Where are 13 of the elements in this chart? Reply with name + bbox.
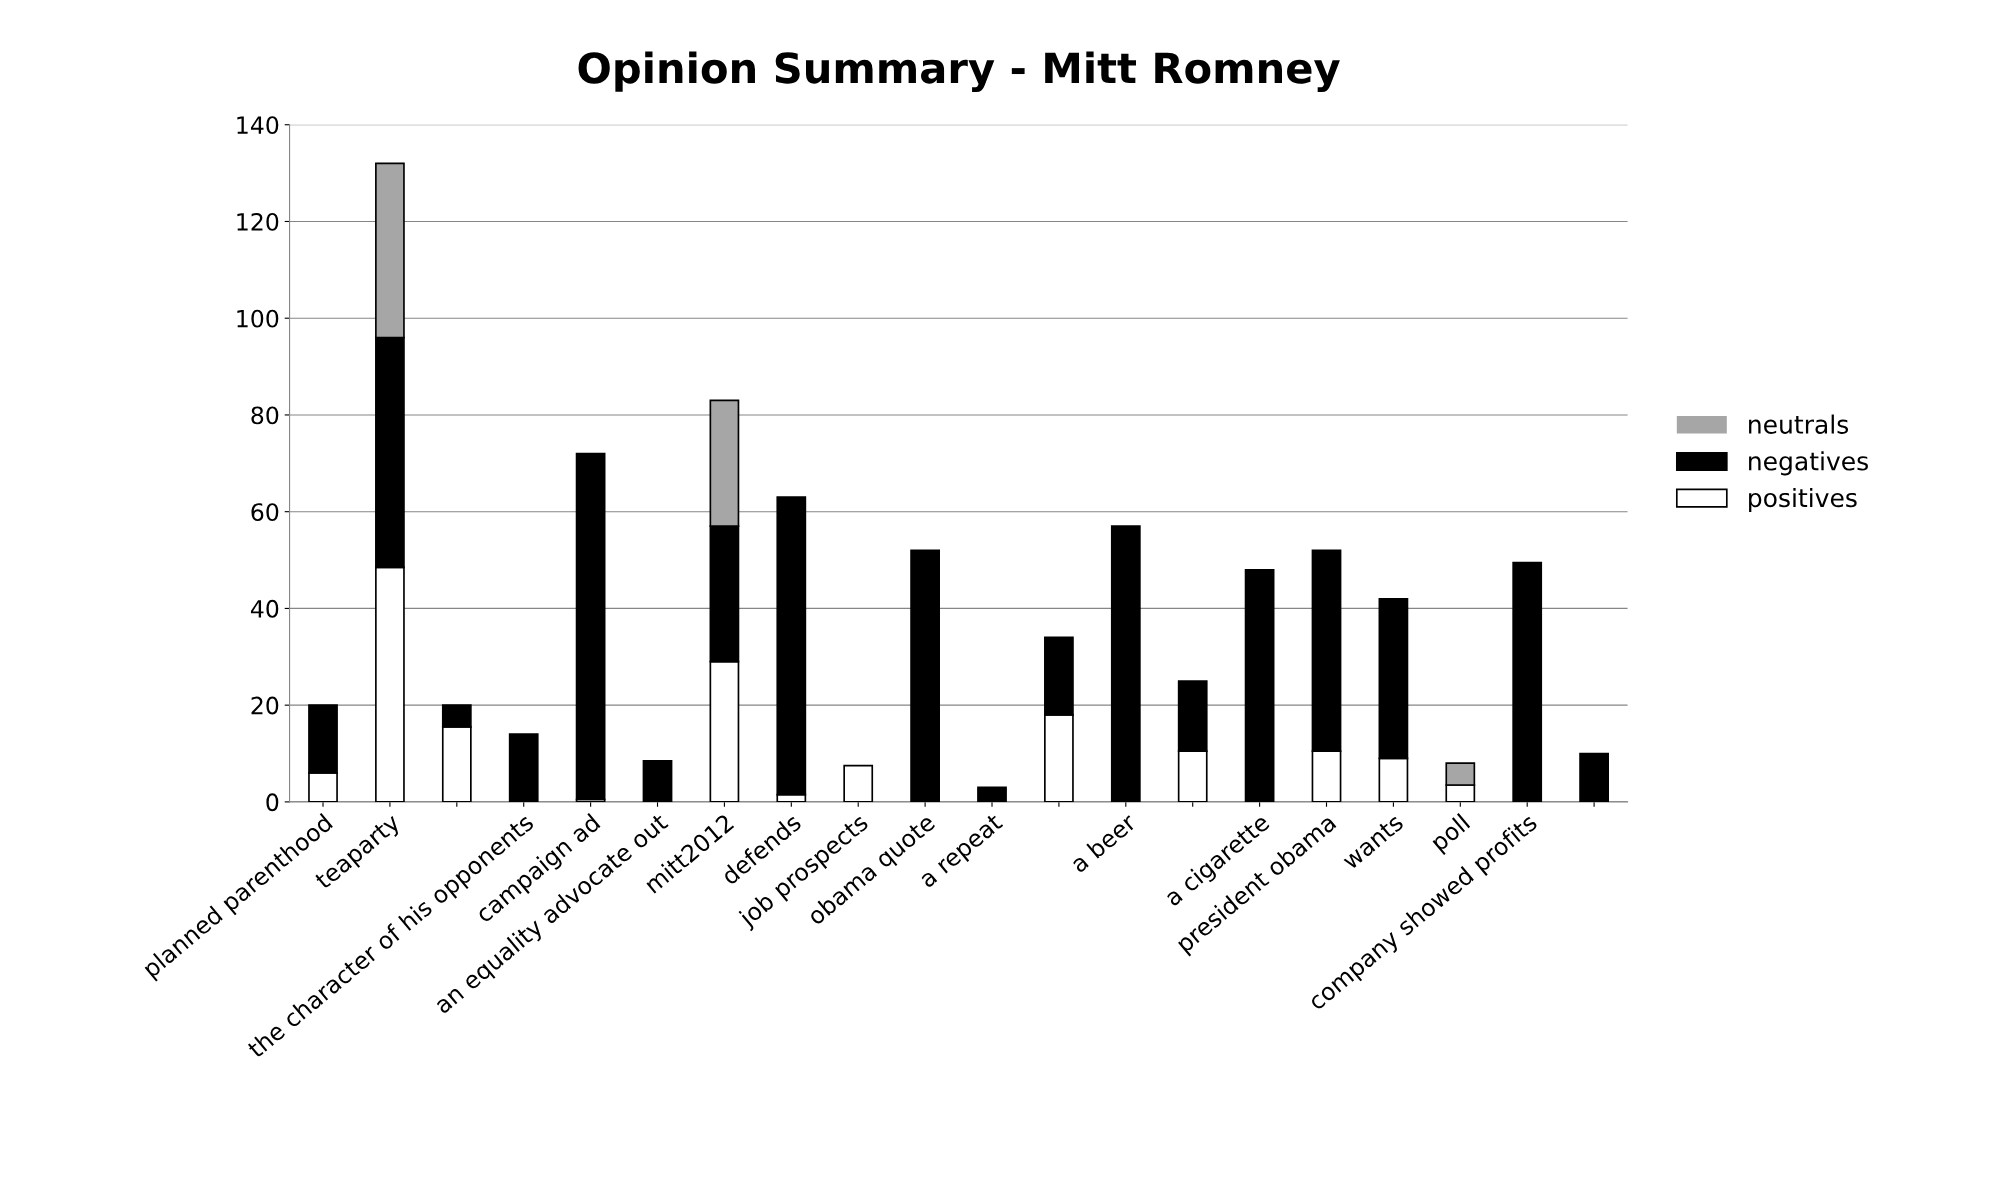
- chart-title: Opinion Summary - Mitt Romney: [578, 51, 1340, 93]
- legend-label: neutrals: [1749, 414, 1849, 434]
- y-tick-label: 140: [237, 116, 279, 135]
- y-tick-label: 20: [251, 696, 279, 715]
- y-tick-label: 60: [251, 503, 279, 521]
- y-tick-label: 100: [237, 309, 279, 328]
- legend-label: positives: [1749, 487, 1857, 513]
- y-tick-label: 120: [237, 212, 279, 231]
- bar: [575, 452, 606, 801]
- y-tick-label: 80: [251, 406, 279, 425]
- legend-label: negatives: [1749, 451, 1868, 476]
- y-tick-label: 40: [250, 599, 279, 618]
- y-tick-label: 0: [266, 793, 279, 812]
